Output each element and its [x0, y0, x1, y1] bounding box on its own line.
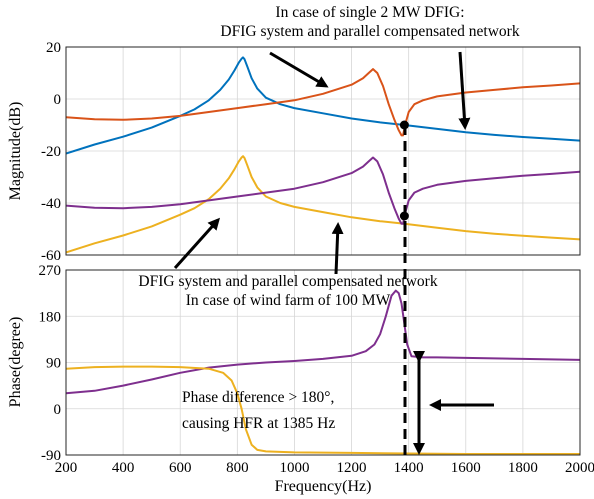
- intersection-marker-0: [399, 120, 409, 130]
- intersection-marker-1: [399, 211, 409, 221]
- annotation-top-line2: DFIG system and parallel compensated net…: [220, 23, 519, 40]
- magnitude-y-tick-label: -40: [41, 196, 61, 212]
- magnitude-y-ticks: 20 0 -20 -40 -60: [41, 40, 61, 264]
- x-tick-label: 1000: [279, 460, 309, 476]
- arrow-to-yellow-curve: [173, 217, 221, 270]
- arrow-to-blue-curve: [458, 51, 471, 130]
- annotation-top-line1: In case of single 2 MW DFIG:: [275, 4, 464, 21]
- magnitude-y-tick-label: -20: [41, 144, 61, 160]
- magnitude-frame: [65, 46, 581, 256]
- x-tick-label: 2000: [565, 460, 594, 476]
- phase-series-line-1: [66, 365, 580, 455]
- magnitude-y-label: Magnitude(dB): [7, 102, 24, 201]
- phase-y-tick-label: 270: [39, 263, 62, 279]
- x-tick-label: 1200: [337, 460, 367, 476]
- phase-y-tick-label: 90: [46, 356, 61, 372]
- phase-y-label: Phase(degree): [7, 317, 24, 408]
- phase-frame: [65, 269, 581, 456]
- x-tick-label: 400: [112, 460, 135, 476]
- x-tick-label: 1400: [394, 460, 424, 476]
- magnitude-series-line-2: [66, 155, 580, 254]
- phase-y-ticks: 270 180 90 0 -90: [39, 263, 62, 464]
- phase-x-ticks: 200 400 600 800 1000 1200 1400 1600 1800 2000: [55, 460, 594, 476]
- arrow-to-orange-curve: [269, 51, 329, 88]
- arrow-to-purple-curve: [331, 222, 344, 275]
- phase-y-tick-label: -90: [41, 448, 61, 464]
- magnitude-curves: [66, 56, 580, 254]
- x-tick-label: 1800: [508, 460, 538, 476]
- x-tick-label: 800: [226, 460, 249, 476]
- annotation-phase-line2: causing HFR at 1385 Hz: [182, 415, 335, 432]
- magnitude-y-tick-label: -60: [41, 248, 61, 264]
- annotation-mid-line2: In case of wind farm of 100 MW: [186, 292, 391, 309]
- magnitude-series-line-3: [66, 156, 580, 225]
- annotation-mid-line1: DFIG system and parallel compensated net…: [138, 273, 437, 290]
- phase-series-line-0: [66, 289, 580, 395]
- annotation-phase-line1: Phase difference > 180°,: [182, 389, 334, 406]
- magnitude-y-tick-label: 0: [54, 92, 62, 108]
- x-tick-label: 600: [169, 460, 192, 476]
- x-tick-label: 1600: [451, 460, 481, 476]
- phase-x-label: Frequency(Hz): [275, 478, 372, 495]
- phase-curves: [66, 289, 580, 455]
- magnitude-markers: [399, 120, 409, 221]
- phase-y-tick-label: 0: [54, 402, 62, 418]
- phase-y-tick-label: 180: [39, 309, 62, 325]
- x-tick-label: 200: [55, 460, 78, 476]
- magnitude-grid: [65, 46, 581, 256]
- phase-panel: 270 180 90 0 -90 200 400 600 800 1000 1200 1400 160…: [7, 263, 594, 495]
- magnitude-series-line-0: [66, 56, 580, 155]
- magnitude-series-line-1: [66, 68, 580, 137]
- magnitude-y-tick-label: 20: [46, 40, 61, 56]
- magnitude-panel: 20 0 -20 -40 -60 Magnitude(dB): [7, 40, 581, 264]
